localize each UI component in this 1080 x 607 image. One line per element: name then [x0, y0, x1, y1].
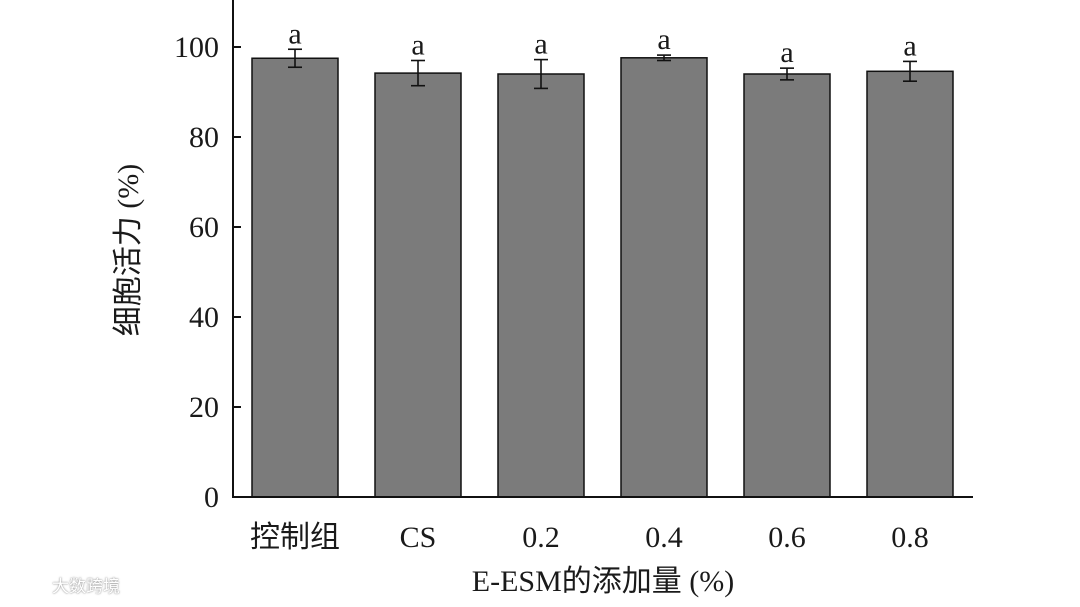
x-tick-label-1: CS: [400, 521, 437, 554]
bar-4: [743, 73, 831, 498]
error-bar-3: [657, 54, 671, 62]
y-tick-label-0: 0: [204, 481, 219, 514]
x-tick-label-4: 0.6: [768, 521, 806, 554]
error-bar-2: [534, 58, 548, 90]
axes-layer: [232, 0, 973, 498]
y-tick-label-4: 80: [189, 121, 219, 154]
x-tick-label-3: 0.4: [645, 521, 683, 554]
y-axis-title: 细胞活力 (%): [112, 164, 145, 336]
x-tick-label-5: 0.8: [891, 521, 929, 554]
bar-2: [497, 73, 585, 498]
significance-label-0: a: [288, 17, 301, 50]
watermark: 大数跨境: [10, 572, 120, 597]
error-bar-4: [780, 67, 794, 81]
error-bar-1: [411, 59, 425, 87]
y-tick-label-3: 60: [189, 211, 219, 244]
significance-label-5: a: [903, 29, 916, 62]
bar-3: [620, 57, 708, 498]
error-bars-layer: [288, 48, 917, 90]
y-tick-label-1: 20: [189, 391, 219, 424]
watermark-logo-icon: [10, 576, 47, 593]
bar-1: [374, 72, 462, 498]
error-bar-5: [903, 60, 917, 82]
significance-label-2: a: [534, 28, 547, 61]
x-axis-title: E-ESM的添加量 (%): [472, 565, 734, 598]
significance-label-3: a: [657, 23, 670, 56]
bar-0: [251, 57, 339, 498]
y-tick-label-5: 100: [174, 31, 219, 64]
significance-label-4: a: [780, 36, 793, 69]
significance-label-1: a: [411, 29, 424, 62]
x-ticks-layer: 控制组 CS 0.2 0.4 0.6 0.8: [250, 521, 929, 554]
y-tick-label-2: 40: [189, 301, 219, 334]
bars-layer: [251, 57, 954, 498]
watermark-text: 大数跨境: [52, 577, 120, 597]
x-tick-label-0: 控制组: [250, 521, 340, 554]
y-ticks-layer: 0 20 40 60 80 100: [174, 31, 241, 514]
x-tick-label-2: 0.2: [522, 521, 560, 554]
bar-5: [866, 70, 954, 498]
error-bar-0: [288, 48, 302, 69]
